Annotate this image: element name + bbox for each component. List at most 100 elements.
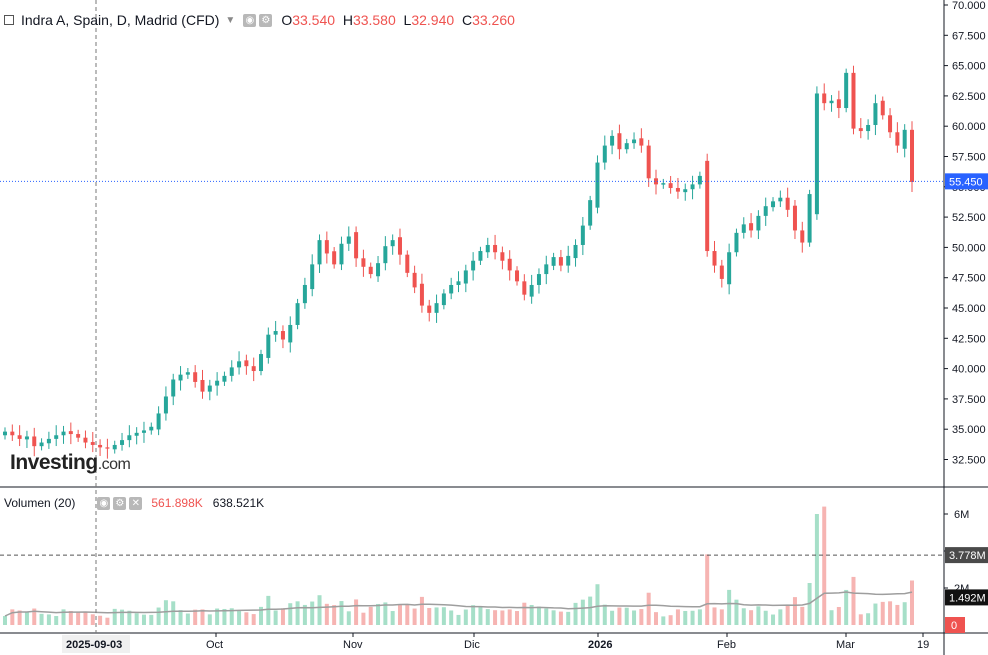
gear-icon[interactable]: ⚙ xyxy=(259,13,273,27)
volume-bar xyxy=(873,603,878,625)
volume-bar xyxy=(822,506,827,625)
candle-body xyxy=(873,103,878,125)
close-icon[interactable]: ✕ xyxy=(129,496,143,510)
volume-bar xyxy=(412,608,417,625)
candle-body xyxy=(551,257,556,266)
candle-body xyxy=(412,272,417,288)
volume-bar xyxy=(522,602,527,625)
candle-body xyxy=(529,284,534,297)
candle-body xyxy=(888,115,893,133)
volume-bar xyxy=(529,604,534,625)
volume-bar xyxy=(749,610,754,625)
candle-body xyxy=(17,435,22,439)
candle-body xyxy=(515,270,520,282)
volume-bar xyxy=(697,609,702,625)
candle-body xyxy=(156,413,161,430)
candle-body xyxy=(90,442,95,445)
candle-body xyxy=(39,442,44,447)
volume-bar xyxy=(478,606,483,625)
volume-bar xyxy=(632,610,637,625)
volume-bar xyxy=(844,589,849,625)
candle-body xyxy=(317,240,322,265)
symbol-title[interactable]: Indra A, Spain, D, Madrid (CFD) xyxy=(21,12,220,28)
low-value: 32.940 xyxy=(411,12,455,28)
volume-bar xyxy=(310,601,315,625)
candle-body xyxy=(200,379,205,392)
volume-bar xyxy=(259,606,264,625)
candle-body xyxy=(310,264,315,290)
volume-bar xyxy=(602,604,607,625)
candle-body xyxy=(858,128,863,132)
volume-bar xyxy=(251,614,256,625)
volume-bar xyxy=(800,606,805,625)
candle-body xyxy=(712,251,717,266)
volume-bar xyxy=(120,609,125,625)
candle-body xyxy=(588,200,593,226)
gear-icon[interactable]: ⚙ xyxy=(113,496,127,510)
volume-bar xyxy=(683,610,688,625)
volume-bar xyxy=(163,600,168,625)
candle-body xyxy=(302,284,307,304)
volume-bar xyxy=(98,615,103,625)
candle-body xyxy=(127,435,132,441)
candle-body xyxy=(471,260,476,271)
collapse-square-icon[interactable] xyxy=(4,15,14,25)
ohlc-values: O33.540 H33.580 L32.940 C33.260 xyxy=(281,12,515,28)
high-value: 33.580 xyxy=(352,12,396,28)
volume-bar xyxy=(46,614,51,625)
high-label: H xyxy=(342,12,353,28)
last-price-badge-text: 55.450 xyxy=(949,176,983,188)
logo-domain: .com xyxy=(97,456,131,473)
volume-bar xyxy=(792,597,797,625)
candle-body xyxy=(463,270,468,284)
volume-bar xyxy=(68,610,73,625)
volume-bar xyxy=(405,604,410,625)
low-label: L xyxy=(403,12,412,28)
volume-ref-badge-text: 3.778M xyxy=(949,550,986,562)
volume-bar xyxy=(185,613,190,625)
volume-bar xyxy=(90,614,95,625)
candle-body xyxy=(222,375,227,382)
volume-bar xyxy=(200,609,205,625)
eye-icon[interactable]: ◉ xyxy=(243,13,257,27)
volume-bar xyxy=(39,613,44,625)
volume-bar xyxy=(332,605,337,625)
candle-body xyxy=(273,331,278,335)
candle-body xyxy=(910,129,914,182)
volume-bar xyxy=(317,595,322,625)
price-tick-label: 42.500 xyxy=(952,333,986,345)
price-tick-label: 40.000 xyxy=(952,364,986,376)
volume-bar xyxy=(646,592,651,625)
volume-bar xyxy=(419,596,424,625)
price-tick-label: 32.500 xyxy=(952,455,986,467)
candle-body xyxy=(383,246,388,264)
candle-body xyxy=(456,281,461,285)
volume-title[interactable]: Volumen (20) xyxy=(4,496,76,510)
volume-bar xyxy=(653,612,658,625)
volume-bar xyxy=(171,601,176,625)
price-tick-label: 62.500 xyxy=(952,91,986,103)
volume-tick-label: 6M xyxy=(954,509,969,521)
volume-bar xyxy=(105,617,110,625)
volume-bar xyxy=(397,604,402,625)
candle-body xyxy=(705,160,710,252)
volume-zero-badge xyxy=(945,617,965,633)
last-price-badge xyxy=(945,173,988,190)
candle-body xyxy=(880,100,885,116)
volume-bar xyxy=(302,604,307,625)
candle-body xyxy=(653,178,658,185)
time-tick-label: 2026 xyxy=(588,639,612,651)
chevron-down-icon[interactable]: ▼ xyxy=(225,14,236,26)
time-tick-label: Nov xyxy=(343,639,363,651)
candle-body xyxy=(339,243,344,265)
volume-bar xyxy=(880,601,885,625)
volume-bar xyxy=(376,603,381,625)
volume-bar xyxy=(273,610,278,625)
volume-ma-badge xyxy=(945,589,988,606)
candle-body xyxy=(10,431,15,436)
volume-bar xyxy=(910,580,914,625)
eye-icon[interactable]: ◉ xyxy=(97,496,111,510)
candle-body xyxy=(792,205,797,231)
volume-bar xyxy=(771,614,776,625)
